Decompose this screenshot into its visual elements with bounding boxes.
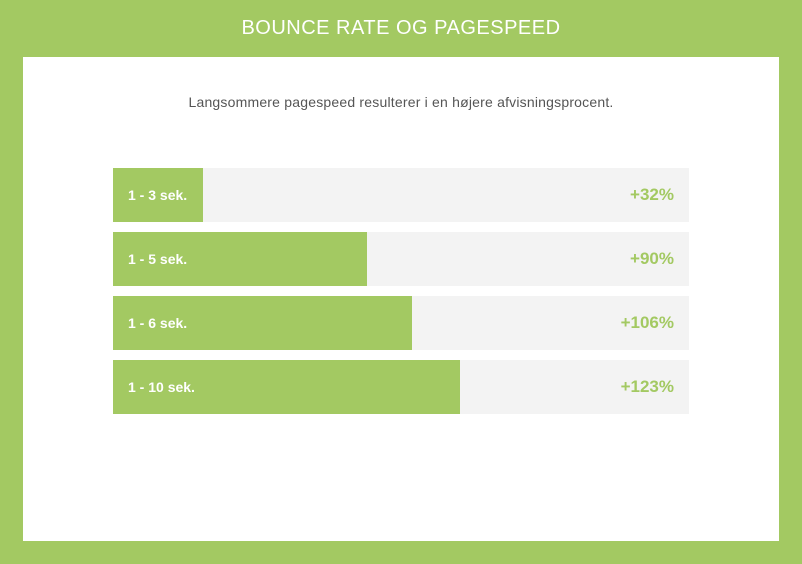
- bar-row: 1 - 10 sek. +123%: [113, 360, 689, 414]
- bar-value-label: +106%: [620, 313, 674, 332]
- bar-category-label: 1 - 6 sek.: [128, 315, 188, 331]
- bar-value-label: +123%: [620, 377, 674, 396]
- bar-value-label: +32%: [630, 185, 674, 204]
- bar: [113, 232, 367, 286]
- chart-subtitle: Langsommere pagespeed resulterer i en hø…: [188, 94, 614, 110]
- bar-row: 1 - 3 sek. +32%: [113, 168, 689, 222]
- bar: [113, 360, 460, 414]
- bar-category-label: 1 - 10 sek.: [128, 379, 195, 395]
- bar-category-label: 1 - 3 sek.: [128, 187, 188, 203]
- bar-row: 1 - 6 sek. +106%: [113, 296, 689, 350]
- bar-category-label: 1 - 5 sek.: [128, 251, 188, 267]
- bar-value-label: +90%: [630, 249, 674, 268]
- bar-row: 1 - 5 sek. +90%: [113, 232, 689, 286]
- page-title: BOUNCE RATE OG PAGESPEED: [241, 17, 561, 39]
- bar: [113, 296, 412, 350]
- chart-panel: Langsommere pagespeed resulterer i en hø…: [23, 57, 779, 541]
- bar: [113, 168, 203, 222]
